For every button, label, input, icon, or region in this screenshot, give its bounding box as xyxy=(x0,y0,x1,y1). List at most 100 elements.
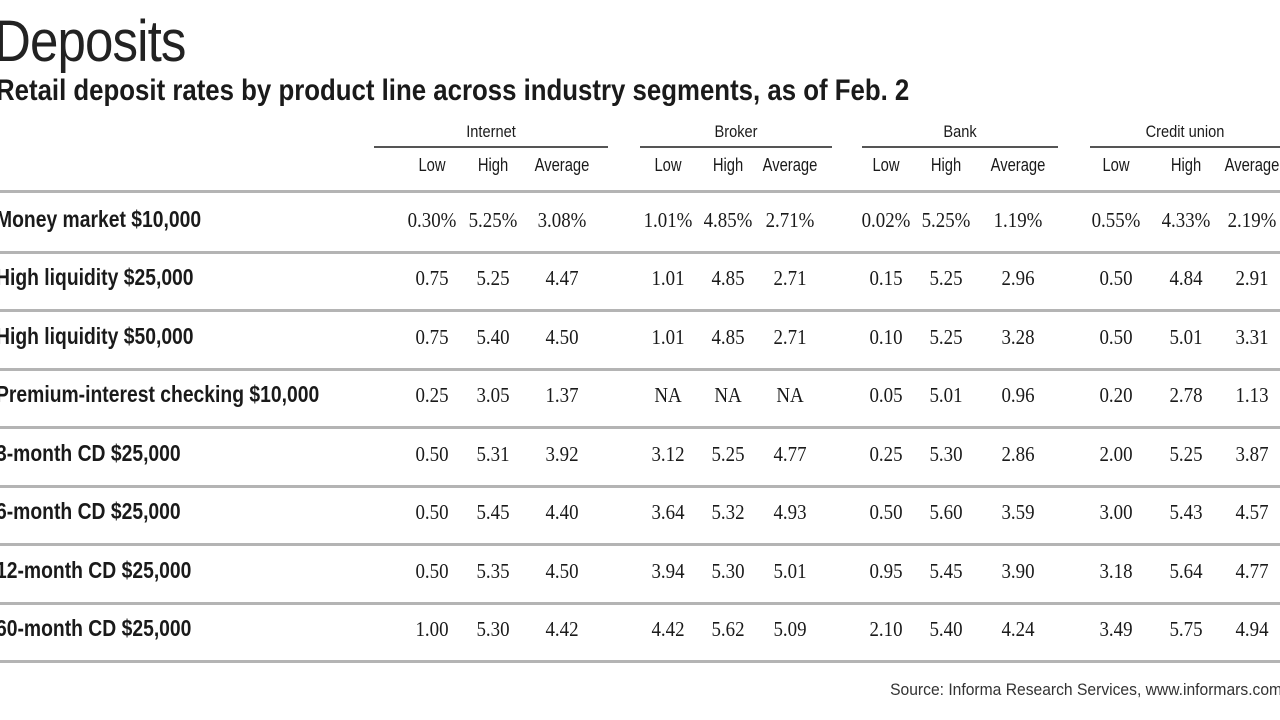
table-cell: 5.32 xyxy=(711,500,745,524)
column-subheader: Average xyxy=(990,155,1046,175)
table-cell: 5.40 xyxy=(929,617,963,641)
row-label: High liquidity $50,000 xyxy=(0,323,194,349)
table-cell: 3.28 xyxy=(1001,325,1035,349)
table-cell: 2.19% xyxy=(1227,208,1277,232)
row-label: 12-month CD $25,000 xyxy=(0,557,192,583)
table-cell: 0.55% xyxy=(1091,208,1141,232)
column-subheader: Average xyxy=(1224,155,1280,175)
table-cell: 2.71% xyxy=(765,208,815,232)
table-cell: 3.18 xyxy=(1099,559,1133,583)
column-subheader: High xyxy=(712,155,744,175)
table-cell: 1.00 xyxy=(415,617,449,641)
table-cell: 4.24 xyxy=(1001,617,1035,641)
table-cell: 4.93 xyxy=(773,500,807,524)
table-cell: 5.75 xyxy=(1169,617,1203,641)
table-cell: 3.92 xyxy=(545,442,579,466)
column-subheader: Low xyxy=(654,155,682,175)
column-subheader: Average xyxy=(762,155,818,175)
table-cell: 3.05 xyxy=(476,383,510,407)
table-cell: NA xyxy=(714,383,742,407)
table-cell: 4.40 xyxy=(545,500,579,524)
column-subheader: Low xyxy=(872,155,900,175)
table-cell: 0.20 xyxy=(1099,383,1133,407)
row-label: 3-month CD $25,000 xyxy=(0,440,181,466)
row-label: 6-month CD $25,000 xyxy=(0,498,181,524)
table-cell: 5.35 xyxy=(476,559,510,583)
row-divider xyxy=(0,660,1280,663)
table-cell: 0.50 xyxy=(415,500,449,524)
table-cell: 4.94 xyxy=(1235,617,1269,641)
column-subheader: Low xyxy=(1102,155,1130,175)
table-cell: 5.30 xyxy=(711,559,745,583)
table-cell: 0.50 xyxy=(1099,266,1133,290)
table-cell: 4.33% xyxy=(1161,208,1211,232)
column-subheader: High xyxy=(1170,155,1202,175)
chart-subtitle: Retail deposit rates by product line acr… xyxy=(0,74,910,107)
table-cell: 4.84 xyxy=(1169,266,1203,290)
row-label: Premium-interest checking $10,000 xyxy=(0,381,320,407)
segment-underline xyxy=(374,146,608,148)
table-cell: 2.96 xyxy=(1001,266,1035,290)
table-cell: 5.25 xyxy=(929,325,963,349)
table-cell: 4.50 xyxy=(545,559,579,583)
table-cell: 0.25 xyxy=(415,383,449,407)
chart-title: Deposits xyxy=(0,9,186,74)
table-cell: 0.25 xyxy=(869,442,903,466)
table-cell: 4.42 xyxy=(545,617,579,641)
table-cell: 5.31 xyxy=(476,442,510,466)
segment-underline xyxy=(862,146,1058,148)
table-cell: 5.25% xyxy=(468,208,518,232)
table-cell: 4.42 xyxy=(651,617,685,641)
segment-header: Internet xyxy=(466,122,516,141)
table-cell: 1.01 xyxy=(651,325,685,349)
table-cell: 5.40 xyxy=(476,325,510,349)
table-cell: 1.01 xyxy=(651,266,685,290)
column-subheader: High xyxy=(477,155,509,175)
table-cell: 2.10 xyxy=(869,617,903,641)
table-cell: 5.45 xyxy=(476,500,510,524)
table-cell: 5.25 xyxy=(476,266,510,290)
table-cell: 5.62 xyxy=(711,617,745,641)
table-cell: 4.77 xyxy=(773,442,807,466)
table-cell: 3.94 xyxy=(651,559,685,583)
table-cell: 2.86 xyxy=(1001,442,1035,466)
table-cell: 0.05 xyxy=(869,383,903,407)
table-cell: 0.02% xyxy=(861,208,911,232)
table-cell: 4.47 xyxy=(545,266,579,290)
segment-underline xyxy=(1090,146,1280,148)
row-divider xyxy=(0,368,1280,371)
table-cell: 0.30% xyxy=(407,208,457,232)
table-cell: 4.85 xyxy=(711,266,745,290)
table-cell: 1.13 xyxy=(1235,383,1269,407)
table-cell: 4.85 xyxy=(711,325,745,349)
row-divider xyxy=(0,485,1280,488)
table-cell: 2.91 xyxy=(1235,266,1269,290)
segment-header: Credit union xyxy=(1145,122,1225,141)
table-cell: 1.19% xyxy=(993,208,1043,232)
segment-header: Broker xyxy=(714,122,758,141)
table-cell: 5.25 xyxy=(711,442,745,466)
table-cell: 1.01% xyxy=(643,208,693,232)
table-cell: 5.30 xyxy=(929,442,963,466)
source-note: Source: Informa Research Services, www.i… xyxy=(889,680,1280,699)
table-cell: 0.95 xyxy=(869,559,903,583)
table-cell: 5.25 xyxy=(929,266,963,290)
row-label: 60-month CD $25,000 xyxy=(0,615,192,641)
table-cell: 5.09 xyxy=(773,617,807,641)
table-cell: 4.50 xyxy=(545,325,579,349)
table-cell: 1.37 xyxy=(545,383,579,407)
table-cell: 3.90 xyxy=(1001,559,1035,583)
table-cell: 3.00 xyxy=(1099,500,1133,524)
table-cell: 4.57 xyxy=(1235,500,1269,524)
table-cell: 3.49 xyxy=(1099,617,1133,641)
row-divider xyxy=(0,251,1280,254)
table-cell: 0.75 xyxy=(415,266,449,290)
table-cell: 0.75 xyxy=(415,325,449,349)
table-cell: 0.50 xyxy=(869,500,903,524)
table-cell: 5.30 xyxy=(476,617,510,641)
table-cell: 0.50 xyxy=(415,442,449,466)
table-cell: 3.64 xyxy=(651,500,685,524)
column-subheader: High xyxy=(930,155,962,175)
table-cell: NA xyxy=(776,383,804,407)
row-label: High liquidity $25,000 xyxy=(0,264,194,290)
